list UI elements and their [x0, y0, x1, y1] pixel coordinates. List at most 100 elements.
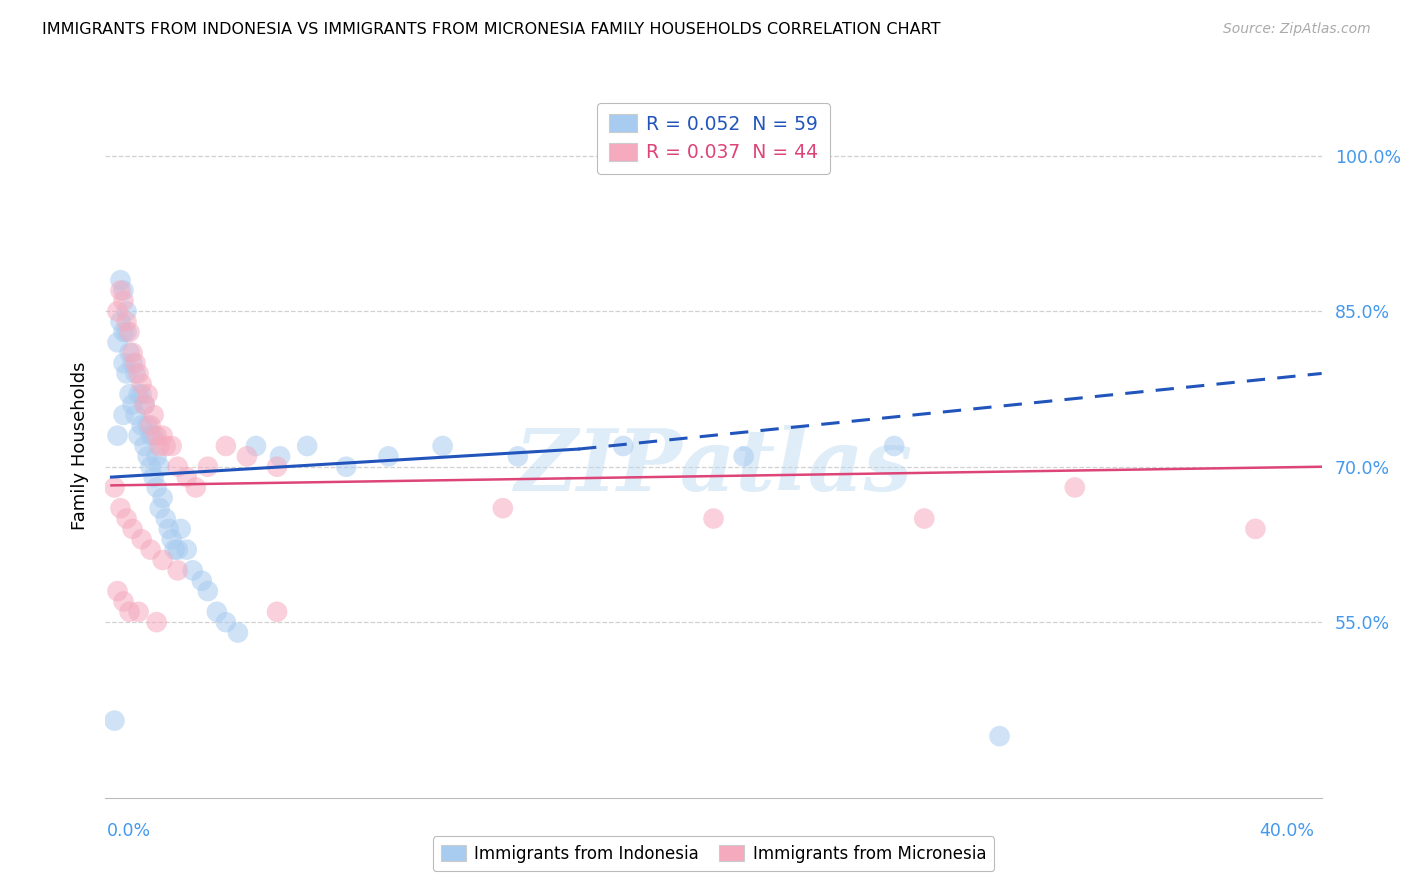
Point — [492, 501, 515, 516]
Point — [166, 459, 188, 474]
Point — [121, 522, 143, 536]
Point — [160, 439, 183, 453]
Point — [112, 594, 135, 608]
Point — [733, 450, 755, 464]
Point — [107, 335, 129, 350]
Point — [103, 714, 125, 728]
Point — [1063, 480, 1085, 494]
Point — [506, 450, 529, 464]
Point — [110, 284, 132, 298]
Point — [110, 501, 132, 516]
Point — [170, 522, 193, 536]
Point — [152, 491, 174, 505]
Point — [269, 450, 291, 464]
Point — [112, 356, 135, 370]
Point — [197, 584, 219, 599]
Point — [115, 304, 138, 318]
Point — [118, 345, 141, 359]
Point — [266, 459, 288, 474]
Point — [115, 325, 138, 339]
Point — [149, 501, 172, 516]
Point — [134, 439, 156, 453]
Point — [612, 439, 634, 453]
Point — [377, 450, 399, 464]
Point — [136, 418, 159, 433]
Point — [121, 398, 143, 412]
Point — [131, 533, 153, 547]
Point — [139, 542, 162, 557]
Text: Source: ZipAtlas.com: Source: ZipAtlas.com — [1223, 22, 1371, 37]
Point — [118, 387, 141, 401]
Point — [112, 293, 135, 308]
Point — [110, 273, 132, 287]
Point — [128, 428, 150, 442]
Point — [155, 439, 177, 453]
Point — [163, 542, 186, 557]
Point — [145, 480, 167, 494]
Point — [110, 315, 132, 329]
Point — [145, 428, 167, 442]
Point — [139, 428, 162, 442]
Point — [124, 356, 146, 370]
Point — [205, 605, 228, 619]
Point — [335, 459, 357, 474]
Text: 40.0%: 40.0% — [1260, 822, 1315, 840]
Point — [131, 418, 153, 433]
Point — [149, 439, 172, 453]
Point — [115, 367, 138, 381]
Point — [142, 408, 165, 422]
Point — [160, 533, 183, 547]
Point — [149, 459, 172, 474]
Point — [197, 459, 219, 474]
Point — [124, 367, 146, 381]
Point — [103, 480, 125, 494]
Point — [112, 325, 135, 339]
Point — [118, 605, 141, 619]
Point — [883, 439, 905, 453]
Point — [128, 387, 150, 401]
Point — [176, 542, 198, 557]
Point — [215, 615, 238, 630]
Point — [236, 450, 259, 464]
Point — [136, 387, 159, 401]
Point — [155, 511, 177, 525]
Point — [226, 625, 249, 640]
Point — [1244, 522, 1267, 536]
Point — [152, 428, 174, 442]
Point — [139, 459, 162, 474]
Point — [112, 284, 135, 298]
Text: ZIPatlas: ZIPatlas — [515, 425, 912, 509]
Point — [107, 428, 129, 442]
Point — [145, 615, 167, 630]
Point — [115, 315, 138, 329]
Point — [176, 470, 198, 484]
Point — [118, 325, 141, 339]
Y-axis label: Family Households: Family Households — [70, 362, 89, 530]
Point — [136, 450, 159, 464]
Point — [142, 428, 165, 442]
Point — [181, 563, 204, 577]
Point — [988, 729, 1011, 743]
Point — [124, 408, 146, 422]
Point — [215, 439, 238, 453]
Point — [107, 584, 129, 599]
Text: IMMIGRANTS FROM INDONESIA VS IMMIGRANTS FROM MICRONESIA FAMILY HOUSEHOLDS CORREL: IMMIGRANTS FROM INDONESIA VS IMMIGRANTS … — [42, 22, 941, 37]
Point — [139, 418, 162, 433]
Point — [134, 398, 156, 412]
Point — [131, 387, 153, 401]
Point — [702, 511, 725, 525]
Point — [245, 439, 267, 453]
Point — [432, 439, 454, 453]
Legend: Immigrants from Indonesia, Immigrants from Micronesia: Immigrants from Indonesia, Immigrants fr… — [433, 837, 994, 871]
Point — [121, 345, 143, 359]
Point — [266, 605, 288, 619]
Point — [112, 408, 135, 422]
Point — [145, 450, 167, 464]
Point — [128, 367, 150, 381]
Point — [131, 376, 153, 391]
Text: 0.0%: 0.0% — [107, 822, 150, 840]
Point — [912, 511, 935, 525]
Point — [142, 470, 165, 484]
Point — [115, 511, 138, 525]
Point — [166, 563, 188, 577]
